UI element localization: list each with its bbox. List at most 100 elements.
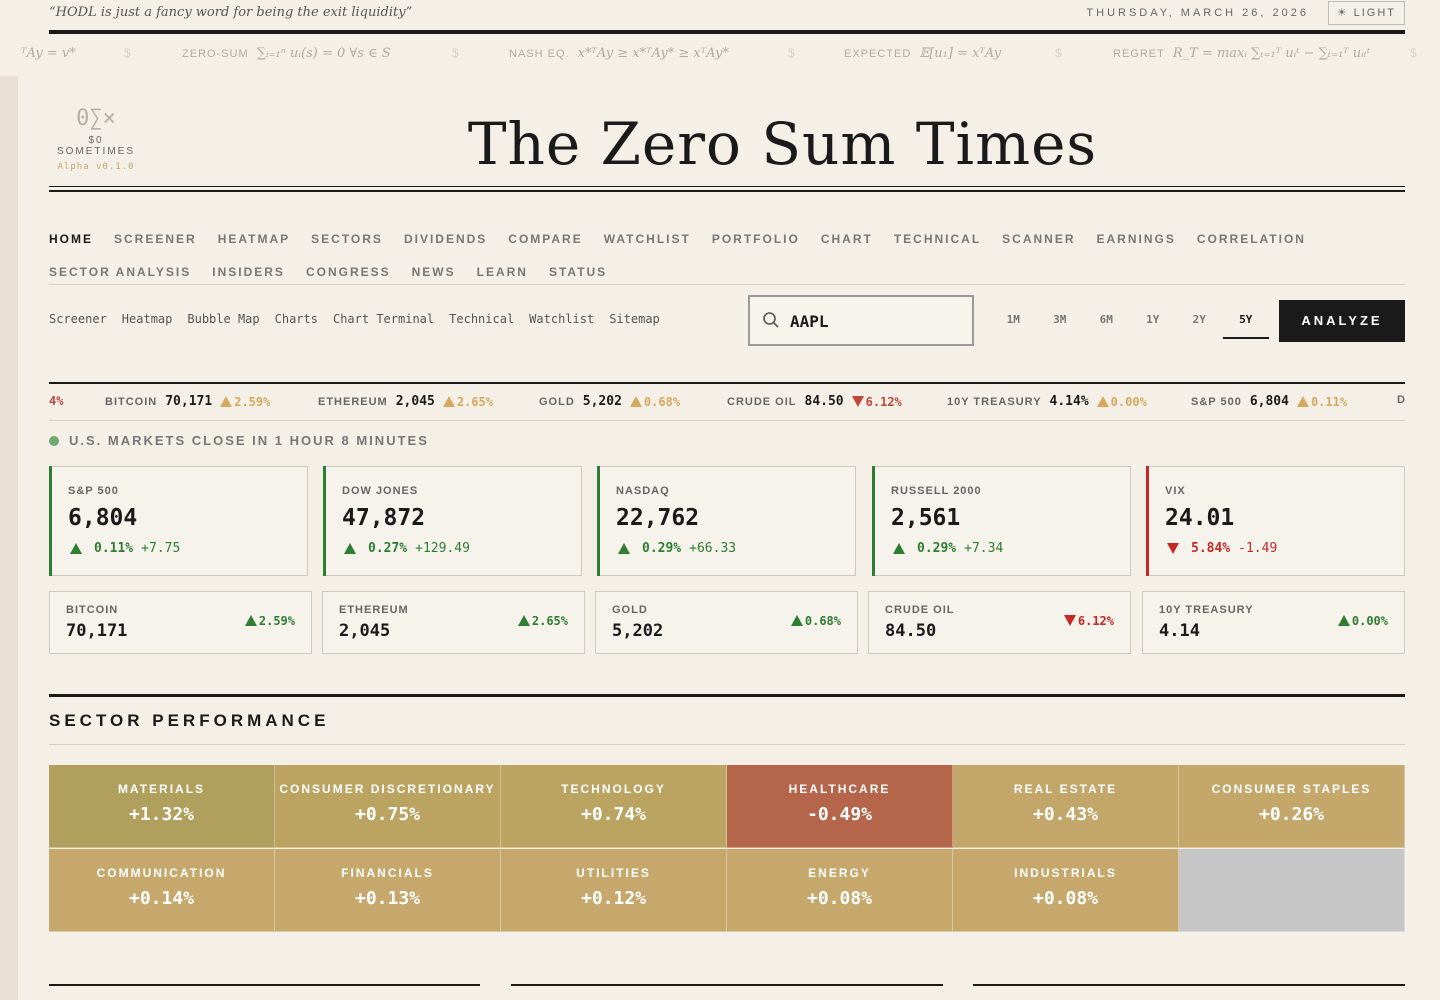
ticker-change-value: 0.00%	[1110, 394, 1147, 409]
sector-tile[interactable]: ENERGY +0.08%	[727, 849, 953, 932]
nav-item-learn[interactable]: LEARN	[476, 264, 528, 279]
subnav-link-screener[interactable]: Screener	[49, 312, 107, 326]
ticker-item[interactable]: BITCOIN 70,171 2.59%	[105, 394, 270, 409]
sub-nav: Screener Heatmap Bubble Map Charts Chart Ter…	[49, 312, 675, 326]
nav-item-news[interactable]: NEWS	[411, 264, 456, 279]
arrow-up-icon	[70, 543, 82, 554]
range-2y[interactable]: 2Y	[1192, 313, 1206, 326]
nav-item-sector-analysis[interactable]: SECTOR ANALYSIS	[49, 264, 192, 279]
ticker-item[interactable]: ETHEREUM 2,045 2.65%	[318, 394, 493, 409]
section-rule-middle	[511, 984, 943, 986]
index-card[interactable]: DOW JONES 47,872 0.27% +129.49	[323, 466, 582, 576]
logo[interactable]: 0∑× $0 SOMETIMES Alpha v0.1.0	[49, 106, 143, 172]
sector-name: UTILITIES	[576, 866, 651, 880]
nav-item-portfolio[interactable]: PORTFOLIO	[711, 231, 800, 246]
dollar-separator-icon: $	[1410, 46, 1417, 60]
sector-tile[interactable]: CONSUMER STAPLES +0.26%	[1179, 765, 1405, 848]
ticker-item[interactable]: CRUDE OIL 84.50 6.12%	[727, 394, 902, 409]
subnav-link-watchlist[interactable]: Watchlist	[529, 312, 595, 326]
logo-name: $0 SOMETIMES	[56, 135, 135, 157]
nav-item-watchlist[interactable]: WATCHLIST	[603, 231, 691, 246]
subnav-link-charts[interactable]: Charts	[274, 312, 318, 326]
sector-name: REAL ESTATE	[1013, 782, 1118, 796]
sector-tile[interactable]: CONSUMER DISCRETIONARY +0.75%	[275, 765, 501, 848]
nav-item-congress[interactable]: CONGRESS	[305, 264, 391, 279]
subnav-link-technical[interactable]: Technical	[449, 312, 515, 326]
nav-item-correlation[interactable]: CORRELATION	[1196, 231, 1306, 246]
range-5y[interactable]: 5Y	[1222, 300, 1269, 339]
sector-tile[interactable]: COMMUNICATION +0.14%	[49, 849, 275, 932]
sector-change: -0.49%	[806, 804, 873, 825]
nav-item-scanner[interactable]: SCANNER	[1002, 231, 1076, 246]
sector-tile[interactable]: HEALTHCARE -0.49%	[727, 765, 953, 848]
asset-card[interactable]: GOLD 5,202 0.68%	[595, 591, 858, 654]
index-name: DOW JONES	[342, 485, 419, 497]
index-card[interactable]: S&P 500 6,804 0.11% +7.75	[49, 466, 308, 576]
subnav-link-sitemap[interactable]: Sitemap	[609, 312, 660, 326]
sector-change: +0.14%	[128, 888, 195, 909]
index-card[interactable]: RUSSELL 2000 2,561 0.29% +7.34	[872, 466, 1131, 576]
index-card-accent	[323, 466, 326, 576]
header-date: THURSDAY, MARCH 26, 2026	[1086, 7, 1309, 19]
arrow-up-icon	[244, 615, 257, 626]
range-3m[interactable]: 3M	[1053, 313, 1067, 326]
asset-card[interactable]: CRUDE OIL 84.50 6.12%	[868, 591, 1131, 654]
sector-tile[interactable]: UTILITIES +0.12%	[501, 849, 727, 932]
nav-item-earnings[interactable]: EARNINGS	[1096, 231, 1176, 246]
nav-item-technical[interactable]: TECHNICAL	[893, 231, 982, 246]
subnav-link-bubble-map[interactable]: Bubble Map	[187, 312, 260, 326]
sector-change: +0.43%	[1032, 804, 1099, 825]
index-value: 22,762	[616, 505, 700, 531]
nav-item-chart[interactable]: CHART	[820, 231, 873, 246]
theme-toggle-button[interactable]: ☀ LIGHT	[1327, 1, 1405, 25]
index-card[interactable]: NASDAQ 22,762 0.29% +66.33	[597, 466, 856, 576]
asset-card[interactable]: 10Y TREASURY 4.14 0.00%	[1142, 591, 1405, 654]
nav-item-heatmap[interactable]: HEATMAP	[217, 231, 291, 246]
range-6m[interactable]: 6M	[1099, 313, 1113, 326]
sector-tile[interactable]: FINANCIALS +0.13%	[275, 849, 501, 932]
ticker-name: S&P 500	[1191, 395, 1242, 408]
arrow-up-icon	[220, 395, 233, 407]
analyze-button[interactable]: ANALYZE	[1279, 300, 1405, 342]
index-card[interactable]: VIX 24.01 5.84% -1.49	[1146, 466, 1405, 576]
sector-tile[interactable]: INDUSTRIALS +0.08%	[953, 849, 1179, 932]
nav-item-screener[interactable]: SCREENER	[114, 231, 197, 246]
asset-card[interactable]: ETHEREUM 2,045 2.65%	[322, 591, 585, 654]
sector-tile[interactable]: REAL ESTATE +0.43%	[953, 765, 1179, 848]
range-1y[interactable]: 1Y	[1146, 313, 1160, 326]
subnav-link-heatmap[interactable]: Heatmap	[121, 312, 173, 326]
ticker-item[interactable]: S&P 500 6,804 0.11%	[1191, 394, 1347, 409]
index-change-pct: 0.27%	[368, 541, 408, 556]
ticker-search[interactable]	[748, 295, 974, 346]
nav-item-dividends[interactable]: DIVIDENDS	[403, 231, 488, 246]
index-name: NASDAQ	[616, 485, 670, 497]
sector-name: COMMUNICATION	[96, 866, 227, 880]
index-change-delta: +129.49	[415, 541, 470, 556]
sector-tile[interactable]: TECHNOLOGY +0.74%	[501, 765, 727, 848]
formula-item: ᵀAy = v*	[21, 46, 76, 61]
section-rule-right	[973, 984, 1405, 986]
nav-item-status[interactable]: STATUS	[548, 264, 608, 279]
market-status: U.S. MARKETS CLOSE IN 1 HOUR 8 MINUTES	[49, 433, 429, 448]
nav-item-sectors[interactable]: SECTORS	[311, 231, 383, 246]
ticker-rule-bottom	[49, 420, 1405, 421]
index-name: VIX	[1165, 485, 1186, 497]
sector-tile[interactable]: MATERIALS +1.32%	[49, 765, 275, 848]
index-value: 47,872	[342, 505, 426, 531]
search-input[interactable]	[790, 309, 960, 333]
subnav-link-chart-terminal[interactable]: Chart Terminal	[332, 312, 435, 326]
arrow-up-icon	[790, 615, 803, 626]
sector-name: CONSUMER DISCRETIONARY	[279, 782, 496, 796]
nav-item-insiders[interactable]: INSIDERS	[212, 264, 285, 279]
range-1m[interactable]: 1M	[1006, 313, 1020, 326]
sector-change: +0.75%	[354, 804, 421, 825]
ticker-change-value: 2.59%	[234, 394, 271, 409]
ticker-item[interactable]: GOLD 5,202 0.68%	[539, 394, 680, 409]
nav-item-compare[interactable]: COMPARE	[508, 231, 583, 246]
ticker-change-value: 0.68%	[643, 394, 681, 409]
nav-item-home[interactable]: HOME	[49, 231, 93, 246]
sector-change: +0.08%	[806, 888, 873, 909]
ticker-item[interactable]: 10Y TREASURY 4.14% 0.00%	[947, 394, 1147, 409]
formula-label: NASH EQ.	[509, 48, 570, 60]
asset-card[interactable]: BITCOIN 70,171 2.59%	[49, 591, 312, 654]
